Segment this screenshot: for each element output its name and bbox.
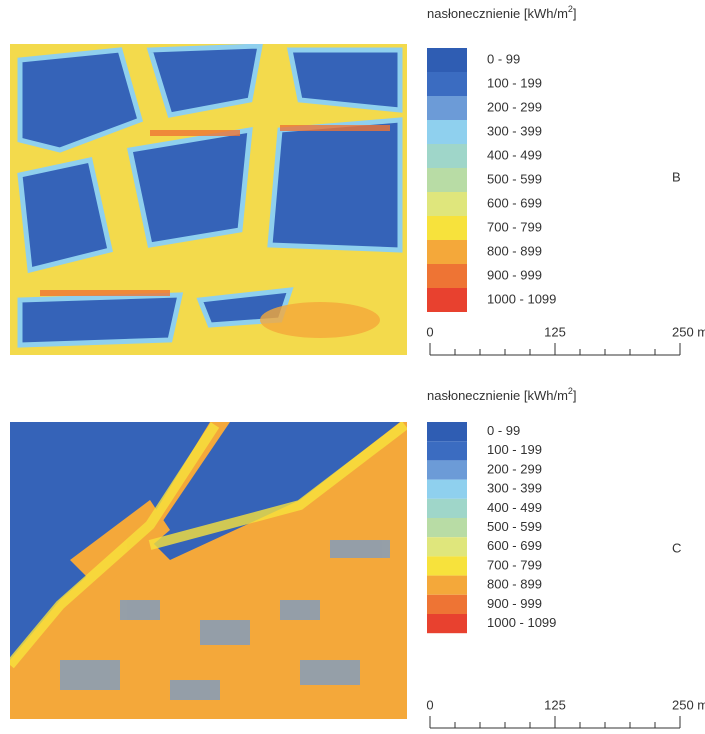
legend-label: 0 - 99 bbox=[487, 51, 520, 66]
legend-label: 200 - 299 bbox=[487, 461, 542, 476]
legend-label: 100 - 199 bbox=[487, 442, 542, 457]
scale-label: 250 m bbox=[672, 324, 705, 339]
legend-swatch bbox=[427, 96, 467, 120]
legend-title: nasłonecznienie [kWh/m2] bbox=[427, 386, 577, 403]
legend-swatch bbox=[427, 120, 467, 144]
legend-label: 900 - 999 bbox=[487, 267, 542, 282]
scale-label: 0 bbox=[426, 697, 433, 712]
map-c bbox=[10, 422, 407, 719]
legend-swatch bbox=[427, 480, 467, 499]
legend-label: 400 - 499 bbox=[487, 500, 542, 515]
legend-label: 400 - 499 bbox=[487, 147, 542, 162]
legend-label: 100 - 199 bbox=[487, 75, 542, 90]
legend-label: 800 - 899 bbox=[487, 243, 542, 258]
legend-label: 600 - 699 bbox=[487, 538, 542, 553]
legend-title-text: nasłonecznienie [kWh/m bbox=[427, 388, 568, 403]
legend-swatch bbox=[427, 72, 467, 96]
legend-swatch bbox=[427, 216, 467, 240]
panel-letter: C bbox=[672, 540, 681, 555]
figure: nasłonecznienie [kWh/m2] 0 - 99 100 - 199 2… bbox=[0, 0, 705, 729]
legend-swatch bbox=[427, 168, 467, 192]
legend-label: 500 - 599 bbox=[487, 519, 542, 534]
legend-swatch bbox=[427, 614, 467, 633]
scale-label: 125 bbox=[544, 324, 566, 339]
legend-swatch bbox=[427, 556, 467, 575]
legend-label: 300 - 399 bbox=[487, 123, 542, 138]
legend-swatch bbox=[427, 441, 467, 460]
legend-label: 500 - 599 bbox=[487, 171, 542, 186]
legend-label: 200 - 299 bbox=[487, 99, 542, 114]
legend-title-text: nasłonecznienie [kWh/m bbox=[427, 6, 568, 21]
legend-label: 700 - 799 bbox=[487, 219, 542, 234]
legend-label: 900 - 999 bbox=[487, 596, 542, 611]
legend-swatch bbox=[427, 595, 467, 614]
legend-swatch bbox=[427, 537, 467, 556]
legend-label: 0 - 99 bbox=[487, 423, 520, 438]
legend-swatch bbox=[427, 422, 467, 441]
scale-label: 125 bbox=[544, 697, 566, 712]
legend-title-end: ] bbox=[573, 6, 577, 21]
legend-swatch bbox=[427, 518, 467, 537]
legend-swatch bbox=[427, 48, 467, 72]
legend-title: nasłonecznienie [kWh/m2] bbox=[427, 4, 577, 21]
legend-swatch bbox=[427, 288, 467, 312]
legend-title-end: ] bbox=[573, 388, 577, 403]
legend-swatch bbox=[427, 576, 467, 595]
panel-letter: B bbox=[672, 169, 681, 184]
legend-swatch bbox=[427, 144, 467, 168]
map-b bbox=[10, 44, 407, 355]
legend-label: 1000 - 1099 bbox=[487, 291, 556, 306]
legend-label: 300 - 399 bbox=[487, 481, 542, 496]
legend-label: 1000 - 1099 bbox=[487, 615, 556, 630]
legend-label: 800 - 899 bbox=[487, 577, 542, 592]
legend-label: 600 - 699 bbox=[487, 195, 542, 210]
legend-swatch bbox=[427, 264, 467, 288]
scale-label: 250 m bbox=[672, 697, 705, 712]
legend-swatch bbox=[427, 460, 467, 479]
legend-swatch bbox=[427, 240, 467, 264]
legend-label: 700 - 799 bbox=[487, 557, 542, 572]
scale-label: 0 bbox=[426, 324, 433, 339]
legend-swatch bbox=[427, 499, 467, 518]
legend-swatch bbox=[427, 192, 467, 216]
